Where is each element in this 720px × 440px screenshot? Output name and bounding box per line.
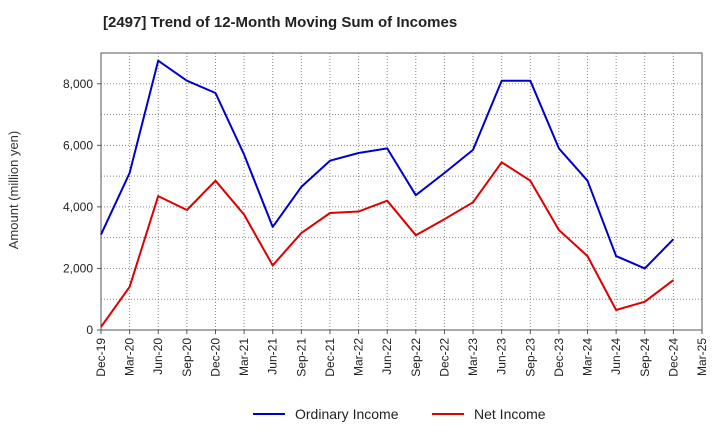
plot-area xyxy=(101,53,702,330)
x-tick-label: Sep-22 xyxy=(409,338,423,377)
x-tick-label: Sep-21 xyxy=(294,338,308,377)
y-tick-label: 2,000 xyxy=(63,261,93,275)
x-tick-label: Jun-20 xyxy=(151,338,165,375)
x-tick-label: Dec-23 xyxy=(552,338,566,377)
y-tick-label: 6,000 xyxy=(63,138,93,152)
y-tick-label: 8,000 xyxy=(63,77,93,91)
x-tick-label: Mar-23 xyxy=(466,338,480,376)
series-line-ordinary-income xyxy=(100,59,675,270)
x-tick-label: Dec-24 xyxy=(666,338,680,377)
x-tick-label: Dec-20 xyxy=(208,338,222,377)
x-tick-label: Jun-23 xyxy=(495,338,509,375)
x-tick-label: Dec-22 xyxy=(437,338,451,377)
plot-frame xyxy=(100,52,703,331)
x-tick-label: Jun-24 xyxy=(609,338,623,375)
x-tick-label: Dec-21 xyxy=(323,338,337,377)
x-tick-label: Mar-21 xyxy=(237,338,251,376)
legend-label: Net Income xyxy=(474,406,546,422)
series-line-net-income xyxy=(100,161,675,328)
y-tick-label: 0 xyxy=(86,323,93,337)
x-tick-label: Mar-25 xyxy=(695,338,709,376)
x-tick-label: Dec-19 xyxy=(94,338,108,377)
y-axis-label: Amount (million yen) xyxy=(6,131,21,250)
x-tick-label: Jun-21 xyxy=(266,338,280,375)
x-tick-label: Mar-24 xyxy=(581,338,595,376)
x-tick-label: Jun-22 xyxy=(380,338,394,375)
x-tick-label: Sep-24 xyxy=(638,338,652,377)
chart-title: [2497] Trend of 12-Month Moving Sum of I… xyxy=(103,14,458,31)
x-tick-label: Mar-22 xyxy=(352,338,366,376)
x-tick-label: Mar-20 xyxy=(123,338,137,376)
x-tick-label: Sep-20 xyxy=(180,338,194,377)
y-tick-label: 4,000 xyxy=(63,200,93,214)
legend-label: Ordinary Income xyxy=(295,406,399,422)
x-tick-label: Sep-23 xyxy=(523,338,537,377)
